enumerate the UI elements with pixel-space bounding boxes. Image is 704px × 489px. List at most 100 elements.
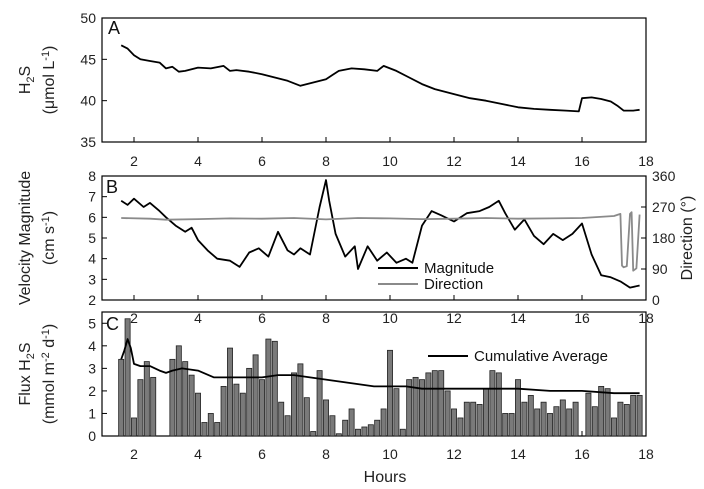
x-tick-label: 4 — [194, 446, 202, 462]
flux-bar — [521, 401, 528, 437]
y-tick-label: 1 — [88, 405, 96, 421]
x-tick-label: 8 — [322, 153, 330, 169]
flux-bar — [604, 388, 611, 437]
flux-bar — [451, 408, 457, 437]
panel-c-series — [120, 338, 640, 395]
flux-bar — [438, 370, 445, 437]
flux-bar — [540, 401, 547, 437]
panel-c-letter: C — [106, 314, 119, 334]
flux-bar — [329, 415, 336, 437]
x-tick-label: 12 — [446, 446, 462, 462]
y-tick-label: 0 — [88, 428, 96, 444]
flux-bar — [502, 413, 509, 437]
x-tick-label: 16 — [574, 310, 590, 326]
x-tick-label: 8 — [322, 310, 330, 326]
flux-bar — [598, 385, 605, 437]
x-tick-label: 10 — [382, 310, 398, 326]
y-right-tick-label: 90 — [652, 261, 668, 277]
flux-bar — [412, 376, 419, 437]
flux-bar — [527, 395, 534, 437]
panel-c-ylabel: Flux H2S — [17, 342, 37, 405]
x-tick-label: 6 — [258, 153, 266, 169]
x-tick-label: 16 — [574, 446, 590, 462]
panel-b-ylabel: Velocity Magnitude — [17, 171, 34, 305]
flux-bar — [239, 392, 246, 437]
flux-bar — [367, 424, 374, 437]
panel-b-letter: B — [106, 177, 118, 197]
panel-a-ticks: 2 4 6 8 10 12 14 16 18 35 40 45 50 — [80, 10, 654, 169]
y-tick-label: 45 — [80, 51, 96, 67]
flux-bar — [265, 338, 272, 437]
flux-bar — [246, 367, 253, 437]
h2s-line — [120, 44, 640, 113]
x-tick-label: 10 — [382, 153, 398, 169]
flux-bar — [227, 347, 233, 437]
panel-b-ylabel-right: Direction (°) — [679, 196, 696, 281]
flux-bar — [259, 379, 265, 437]
flux-bar — [380, 408, 387, 437]
flux-bar — [547, 413, 553, 437]
flux-bar — [131, 417, 137, 437]
flux-bar — [214, 422, 221, 437]
legend-direction-label: Direction — [424, 276, 483, 293]
y-tick-label: 5 — [88, 315, 96, 331]
flux-bar — [495, 372, 502, 437]
x-tick-label: 14 — [510, 153, 526, 169]
flux-bar — [201, 422, 208, 437]
flux-bar — [476, 404, 483, 437]
legend-cumavg-label: Cumulative Average — [474, 348, 608, 365]
x-tick-label: 6 — [258, 446, 266, 462]
y-tick-label: 2 — [88, 383, 96, 399]
x-tick-label: 2 — [130, 310, 138, 326]
y-tick-label: 3 — [88, 360, 96, 376]
panel-c-ylabel-unit: (mmol m-2 d-1) — [40, 324, 58, 424]
flux-bar — [335, 433, 342, 437]
y-tick-label: 4 — [88, 338, 96, 354]
flux-bar — [508, 413, 515, 437]
flux-bar — [387, 349, 393, 437]
direction-line — [121, 211, 641, 272]
flux-bar — [399, 428, 406, 437]
flux-bar — [124, 318, 131, 437]
y-right-tick-label: 360 — [652, 168, 676, 184]
flux-bar — [374, 419, 381, 437]
flux-bar — [348, 408, 355, 437]
y-tick-label: 4 — [88, 251, 96, 267]
x-tick-label: 16 — [574, 153, 590, 169]
panel-a-ylabel-unit: (μmol L-1) — [40, 46, 58, 115]
x-tick-label: 18 — [638, 446, 654, 462]
cumulative-average-line — [120, 338, 640, 395]
x-tick-label: 18 — [638, 153, 654, 169]
panel-a: A 2 4 6 8 10 12 14 16 18 35 40 45 50 H2S (μmol L-1) — [17, 10, 654, 169]
flux-bar — [182, 361, 189, 437]
x-tick-label: 8 — [322, 446, 330, 462]
flux-bar — [310, 431, 317, 437]
y-tick-label: 50 — [80, 10, 96, 26]
y-tick-label: 35 — [80, 134, 96, 150]
flux-bar — [284, 415, 291, 437]
flux-bar — [431, 370, 438, 437]
x-tick-label: 10 — [382, 446, 398, 462]
flux-bar — [195, 392, 201, 437]
panel-c-bars — [118, 318, 643, 437]
panel-b-ylabel-unit: (cm s-1) — [40, 211, 58, 265]
flux-bar — [316, 370, 323, 437]
y-tick-label: 7 — [88, 189, 96, 205]
legend-magnitude-label: Magnitude — [424, 260, 494, 277]
flux-bar — [175, 345, 182, 437]
x-tick-label: 12 — [446, 153, 462, 169]
flux-bar — [572, 401, 579, 437]
panel-c-legend: Cumulative Average — [428, 348, 608, 365]
panel-c-frame — [101, 311, 647, 437]
flux-bar — [169, 358, 176, 437]
y-right-tick-label: 180 — [652, 230, 676, 246]
flux-bar — [342, 419, 349, 437]
panel-a-frame — [101, 17, 647, 143]
panel-a-letter: A — [108, 18, 120, 38]
flux-bar — [323, 399, 329, 437]
flux-bar — [278, 401, 285, 437]
flux-bar — [591, 406, 598, 437]
flux-bar — [188, 374, 195, 437]
